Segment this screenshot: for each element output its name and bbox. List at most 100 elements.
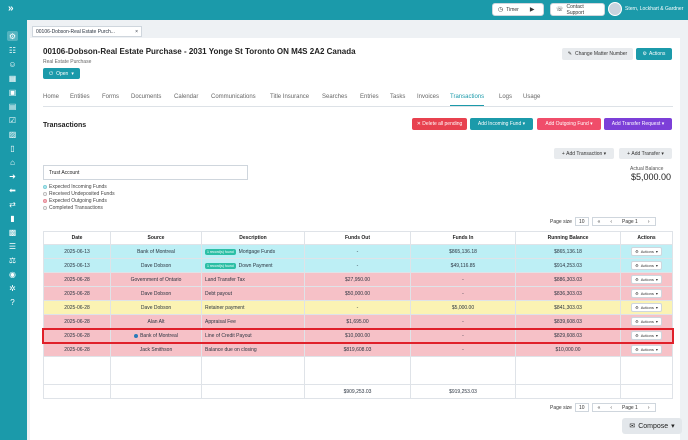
- tab-searches[interactable]: Searches: [322, 94, 348, 100]
- tab-communications[interactable]: Communications: [211, 94, 256, 100]
- calculator-icon[interactable]: ▩: [8, 227, 17, 237]
- page-size-select[interactable]: 10: [574, 217, 589, 226]
- add-transfer-button[interactable]: + Add Transfer ▾: [619, 148, 672, 159]
- add-transaction-button[interactable]: + Add Transaction ▾: [554, 148, 614, 159]
- table-row[interactable]: 2025-06-28 Jack Smithson Balance due on cl…: [43, 343, 673, 357]
- table-row[interactable]: 2025-06-28 Dave Dobson Debt payout $50,000.…: [43, 287, 673, 301]
- status-dropdown[interactable]: ⏻ Open ▾: [43, 68, 80, 79]
- account-select[interactable]: Trust Account: [43, 165, 248, 180]
- record-found-badge[interactable]: 1 record(s) found: [205, 248, 236, 255]
- image-icon[interactable]: ▨: [8, 129, 17, 139]
- tab-usage[interactable]: Usage: [523, 94, 541, 100]
- users-icon[interactable]: ☷: [8, 45, 17, 55]
- tab-invoices[interactable]: Invoices: [417, 94, 440, 100]
- file-icon[interactable]: ▮: [10, 213, 15, 223]
- tab-title-insurance[interactable]: Title Insurance: [270, 94, 310, 100]
- building-icon[interactable]: ▦: [8, 73, 17, 83]
- legend-item: Completed Transactions: [43, 205, 103, 211]
- row-actions-label: Actions: [640, 305, 654, 310]
- first-page-icon[interactable]: «: [597, 404, 601, 411]
- balance-value: $5,000.00: [631, 172, 672, 182]
- bank-icon[interactable]: ⌂: [10, 157, 15, 167]
- transfer-icon[interactable]: ⇄: [9, 199, 16, 209]
- row-actions-button[interactable]: ⚙ Actions ▾: [631, 331, 662, 340]
- account-icon[interactable]: ◉: [9, 269, 16, 279]
- legend-item: Expected Incoming Funds: [43, 184, 107, 190]
- add-outgoing-fund-button[interactable]: Add Outgoing Fund ▾: [537, 118, 601, 130]
- user-menu[interactable]: Stern, Lockhart & Gardner: [608, 2, 683, 16]
- row-actions-button[interactable]: ⚙ Actions ▾: [631, 303, 662, 312]
- settings-icon[interactable]: ✲: [9, 283, 16, 293]
- first-page-icon[interactable]: «: [597, 218, 601, 225]
- description-text: Land Transfer Tax: [205, 276, 245, 283]
- cell-funds-out: $50,000.00: [305, 287, 411, 300]
- row-actions-button[interactable]: ⚙ Actions ▾: [631, 345, 662, 354]
- change-matter-number-button[interactable]: ✎ Change Matter Number: [562, 48, 633, 60]
- table-row[interactable]: 2025-06-28 Bank of Montreal Line of Credit…: [42, 328, 674, 344]
- contact-support-button[interactable]: ☏ Contact Support: [550, 3, 605, 16]
- briefcase-icon[interactable]: ▣: [8, 87, 17, 97]
- tab-forms[interactable]: Forms: [102, 94, 119, 100]
- matter-tab[interactable]: 00106-Dobson-Real Estate Purch... ×: [32, 26, 142, 37]
- description-text: Debt payout: [205, 290, 232, 297]
- row-actions-button[interactable]: ⚙ Actions ▾: [631, 261, 662, 270]
- next-page-icon[interactable]: ›: [647, 404, 650, 411]
- tab-entities[interactable]: Entities: [70, 94, 90, 100]
- table-row[interactable]: 2025-06-13 Dave Dobson 1 record(s) found Do…: [43, 259, 673, 273]
- chevron-down-icon: ▾: [655, 319, 658, 324]
- page-size-label: Page size: [550, 404, 572, 411]
- timer-button[interactable]: ◷ Timer ▶: [492, 3, 544, 16]
- cell-running-balance: $865,136.18: [516, 245, 621, 258]
- cell-date: 2025-06-28: [43, 315, 111, 328]
- stack-icon[interactable]: ☰: [8, 241, 17, 251]
- chevron-down-icon: ▾: [660, 150, 664, 157]
- row-actions-button[interactable]: ⚙ Actions ▾: [631, 275, 662, 284]
- compose-button[interactable]: ✉ Compose ▾: [622, 418, 682, 434]
- add-outgoing-label: Add Outgoing Fund: [545, 121, 589, 127]
- tab-entries[interactable]: Entries: [360, 94, 379, 100]
- cell-date: 2025-06-28: [43, 343, 111, 356]
- scales-icon[interactable]: ⚖: [8, 255, 17, 265]
- row-actions-button[interactable]: ⚙ Actions ▾: [631, 317, 662, 326]
- cell-funds-in: -: [411, 329, 516, 342]
- row-actions-button[interactable]: ⚙ Actions ▾: [631, 247, 662, 256]
- balance-label: Actual Balance: [630, 166, 664, 172]
- legend-dot: [43, 199, 47, 203]
- tab-documents[interactable]: Documents: [131, 94, 162, 100]
- help-icon[interactable]: ?: [10, 297, 15, 307]
- legend-label: Completed Transactions: [49, 205, 103, 211]
- close-icon[interactable]: ×: [135, 29, 138, 35]
- prev-page-icon[interactable]: ‹: [610, 218, 612, 225]
- page-size-select[interactable]: 10: [574, 403, 589, 412]
- actions-button[interactable]: ⚙ Actions: [636, 48, 672, 60]
- change-matter-number-label: Change Matter Number: [574, 51, 628, 57]
- document-icon[interactable]: ▯: [10, 143, 15, 153]
- expand-sidebar-icon[interactable]: »: [8, 3, 14, 14]
- gear-icon[interactable]: ⚙: [7, 31, 18, 41]
- tab-home[interactable]: Home: [43, 94, 60, 100]
- tab-logs[interactable]: Logs: [499, 94, 513, 100]
- table-row[interactable]: 2025-06-28 Alan Alt Appraisal Fee $1,695.00…: [43, 315, 673, 329]
- table-row[interactable]: 2025-06-28 Government of Ontario Land Tran…: [43, 273, 673, 287]
- add-transfer-request-button[interactable]: Add Transfer Request ▾: [604, 118, 672, 130]
- row-actions-button[interactable]: ⚙ Actions ▾: [631, 289, 662, 298]
- calendar-icon[interactable]: ▤: [8, 101, 17, 111]
- table-row[interactable]: 2025-06-28 Dave Dobson Retainer payment - $5…: [43, 301, 673, 315]
- arrow-left-icon[interactable]: ⬅: [9, 185, 16, 195]
- tab-calendar[interactable]: Calendar: [174, 94, 199, 100]
- delete-all-pending-button[interactable]: ✕ Delete all pending: [412, 118, 467, 130]
- legend-label: Expected Outgoing Funds: [49, 198, 107, 204]
- tab-transactions[interactable]: Transactions: [450, 94, 485, 106]
- record-found-badge[interactable]: 1 record(s) found: [205, 262, 236, 269]
- info-icon[interactable]: [134, 333, 139, 338]
- table-row[interactable]: 2025-06-13 Bank of Montreal 1 record(s) fo…: [43, 245, 673, 259]
- checklist-icon[interactable]: ☑: [8, 115, 17, 125]
- arrow-right-icon[interactable]: ➜: [9, 171, 16, 181]
- col-running-balance: Running Balance: [516, 232, 621, 244]
- next-page-icon[interactable]: ›: [647, 218, 650, 225]
- add-incoming-fund-button[interactable]: Add Incoming Fund ▾: [470, 118, 533, 130]
- user-icon[interactable]: ☺: [8, 59, 17, 69]
- tab-tasks[interactable]: Tasks: [390, 94, 406, 100]
- cell-description: Retainer payment: [202, 301, 305, 314]
- prev-page-icon[interactable]: ‹: [610, 404, 612, 411]
